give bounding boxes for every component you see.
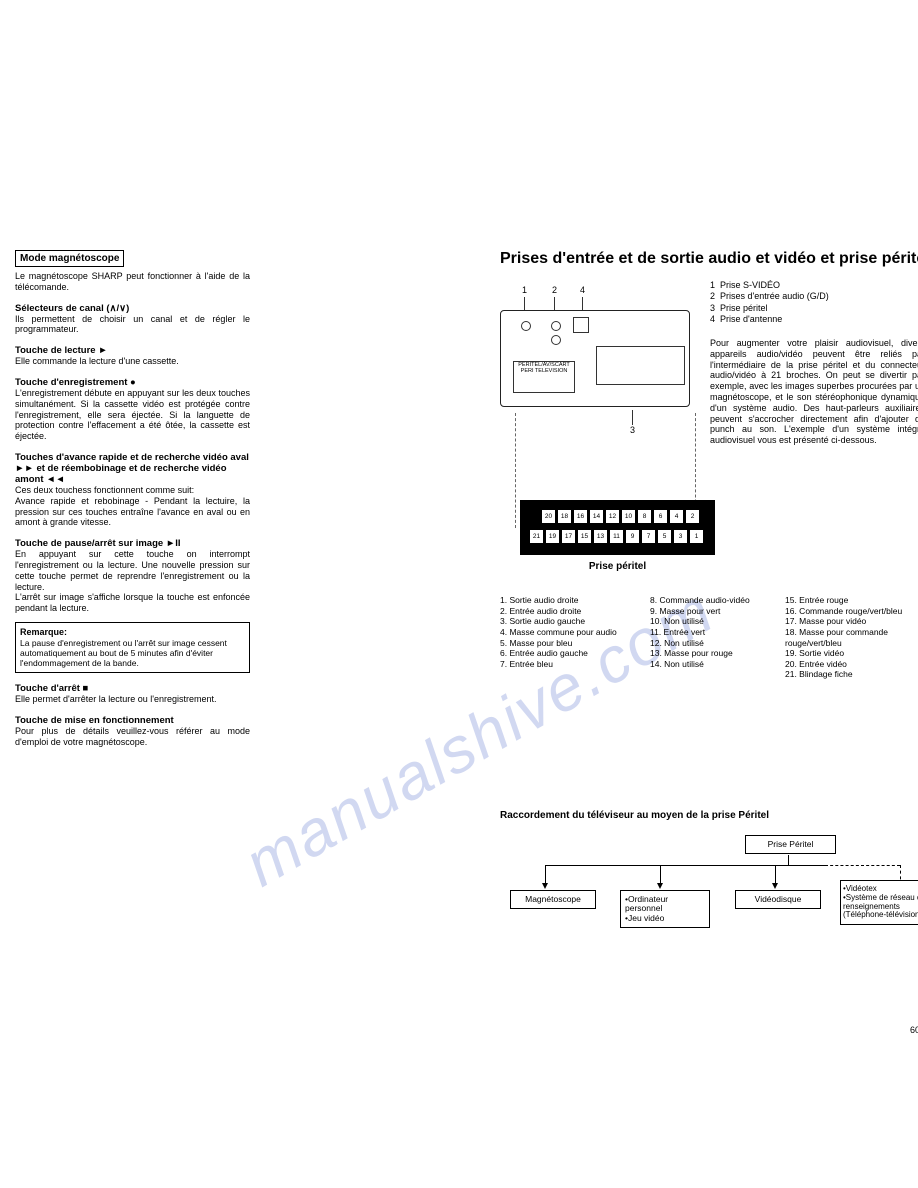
pin: 8 xyxy=(638,510,651,523)
play-body: Elle commande la lecture d'une cassette. xyxy=(15,356,250,367)
spec-label-icon xyxy=(596,346,685,385)
flow-videotex-box: •Vidéotex •Système de réseau de renseign… xyxy=(840,880,918,925)
left-column: Mode magnétoscope Le magnétoscope SHARP … xyxy=(15,250,250,748)
svideo-jack-icon xyxy=(521,321,531,331)
pin: 15 xyxy=(578,530,591,543)
pin: 12 xyxy=(606,510,619,523)
scart-diagram: 20 18 16 14 12 10 8 6 4 2 21 19 17 15 13 xyxy=(520,500,715,572)
pin: 17 xyxy=(562,530,575,543)
right-column: Prises d'entrée et de sortie audio et vi… xyxy=(500,250,918,278)
flow-vcr-box: Magnétoscope xyxy=(510,890,596,909)
pin-desc: 6. Entrée audio gauche xyxy=(500,648,640,659)
pin: 3 xyxy=(674,530,687,543)
pin-desc: 10. Non utilisé xyxy=(650,616,775,627)
scart-top-row: 20 18 16 14 12 10 8 6 4 2 xyxy=(542,510,699,523)
pin: 7 xyxy=(642,530,655,543)
pin: 20 xyxy=(542,510,555,523)
sel-heading: Sélecteurs de canal (∧/∨) xyxy=(15,303,250,314)
pin: 4 xyxy=(670,510,683,523)
power-heading: Touche de mise en fonctionnement xyxy=(15,715,250,726)
num-item: 2 Prises d'entrée audio (G/D) xyxy=(710,291,829,302)
remark-box: Remarque: La pause d'enregistrement ou l… xyxy=(15,622,250,673)
pin-desc: 1. Sortie audio droite xyxy=(500,595,640,606)
intro-text: Le magnétoscope SHARP peut fonctionner à… xyxy=(15,271,250,293)
pin-desc: 12. Non utilisé xyxy=(650,638,775,649)
panel-box: PERITEL/AV/SCART PERI TELEVISION xyxy=(500,310,690,407)
scart-bottom-row: 21 19 17 15 13 11 9 7 5 3 1 xyxy=(530,530,703,543)
pin-desc: 13. Masse pour rouge xyxy=(650,648,775,659)
stop-heading: Touche d'arrêt ■ xyxy=(15,683,250,694)
pin-desc: 16. Commande rouge/vert/bleu xyxy=(785,606,918,617)
antenna-jack-icon xyxy=(573,317,589,333)
pin: 14 xyxy=(590,510,603,523)
pin: 13 xyxy=(594,530,607,543)
pin: 9 xyxy=(626,530,639,543)
pin-desc: 20. Entrée vidéo xyxy=(785,659,918,670)
pause-body: En appuyant sur cette touche on interrom… xyxy=(15,549,250,614)
pin-desc: 5. Masse pour bleu xyxy=(500,638,640,649)
pin: 16 xyxy=(574,510,587,523)
pin: 18 xyxy=(558,510,571,523)
pin-desc: 15. Entrée rouge xyxy=(785,595,918,606)
audio-jack-g-icon xyxy=(551,321,561,331)
remark-body: La pause d'enregistrement ou l'arrêt sur… xyxy=(20,638,227,668)
remark-title: Remarque: xyxy=(20,627,67,637)
pin-desc: 2. Entrée audio droite xyxy=(500,606,640,617)
stop-body: Elle permet d'arrêter la lecture ou l'en… xyxy=(15,694,250,705)
scart-port-label: PERITEL/AV/SCART PERI TELEVISION xyxy=(513,361,575,393)
pin: 1 xyxy=(690,530,703,543)
pin-desc: 19. Sortie vidéo xyxy=(785,648,918,659)
ffrw-body: Ces deux touchess fonctionnent comme sui… xyxy=(15,485,250,528)
pin-desc: 11. Entrée vert xyxy=(650,627,775,638)
backpanel-diagram: 1 2 4 PERITEL/AV/SCART PERI TELEVISION 3 xyxy=(500,285,690,415)
flow-videodisc-box: Vidéodisque xyxy=(735,890,821,909)
connector-num-list: 1 Prise S-VIDÉO 2 Prises d'entrée audio … xyxy=(710,280,829,325)
rec-heading: Touche d'enregistrement ● xyxy=(15,377,250,388)
flow-pc-box: •Ordinateur personnel •Jeu vidéo xyxy=(620,890,710,928)
pin: 11 xyxy=(610,530,623,543)
pin: 5 xyxy=(658,530,671,543)
pin-desc: 17. Masse pour vidéo xyxy=(785,616,918,627)
audio-jack-d-icon xyxy=(551,335,561,345)
io-title: Prises d'entrée et de sortie audio et vi… xyxy=(500,250,918,268)
pin: 10 xyxy=(622,510,635,523)
lead-1: 1 xyxy=(522,285,527,295)
connection-flow-diagram: Prise Péritel Magnétoscope •Ordinateur p… xyxy=(500,835,918,935)
pin-desc: 9. Masse pour vert xyxy=(650,606,775,617)
mode-vcr-title: Mode magnétoscope xyxy=(15,250,124,267)
pin-desc: 18. Masse pour commande rouge/vert/bleu xyxy=(785,627,918,648)
rec-body: L'enregistrement débute en appuyant sur … xyxy=(15,388,250,442)
pin: 19 xyxy=(546,530,559,543)
pin: 6 xyxy=(654,510,667,523)
num-item: 1 Prise S-VIDÉO xyxy=(710,280,829,291)
power-body: Pour plus de détails veuillez-vous référ… xyxy=(15,726,250,748)
flow-top-box: Prise Péritel xyxy=(745,835,836,854)
lead-2: 2 xyxy=(552,285,557,295)
num-item: 3 Prise péritel xyxy=(710,303,829,314)
pin-desc: 8. Commande audio-vidéo xyxy=(650,595,775,606)
io-description: Pour augmenter votre plaisir audiovisuel… xyxy=(710,338,918,446)
scart-caption: Prise péritel xyxy=(520,561,715,572)
flow-title: Raccordement du téléviseur au moyen de l… xyxy=(500,810,769,821)
pause-heading: Touche de pause/arrêt sur image ►II xyxy=(15,538,250,549)
play-heading: Touche de lecture ► xyxy=(15,345,250,356)
pin-desc: 21. Blindage fiche xyxy=(785,669,918,680)
lead-4: 4 xyxy=(580,285,585,295)
page-number: 60 xyxy=(910,1025,918,1035)
sel-body: Ils permettent de choisir un canal et de… xyxy=(15,314,250,336)
pin-desc: 3. Sortie audio gauche xyxy=(500,616,640,627)
pin: 21 xyxy=(530,530,543,543)
pin-desc: 4. Masse commune pour audio xyxy=(500,627,640,638)
pin-desc: 14. Non utilisé xyxy=(650,659,775,670)
ffrw-heading: Touches d'avance rapide et de recherche … xyxy=(15,452,250,485)
pin: 2 xyxy=(686,510,699,523)
num-item: 4 Prise d'antenne xyxy=(710,314,829,325)
pin-desc: 7. Entrée bleu xyxy=(500,659,640,670)
